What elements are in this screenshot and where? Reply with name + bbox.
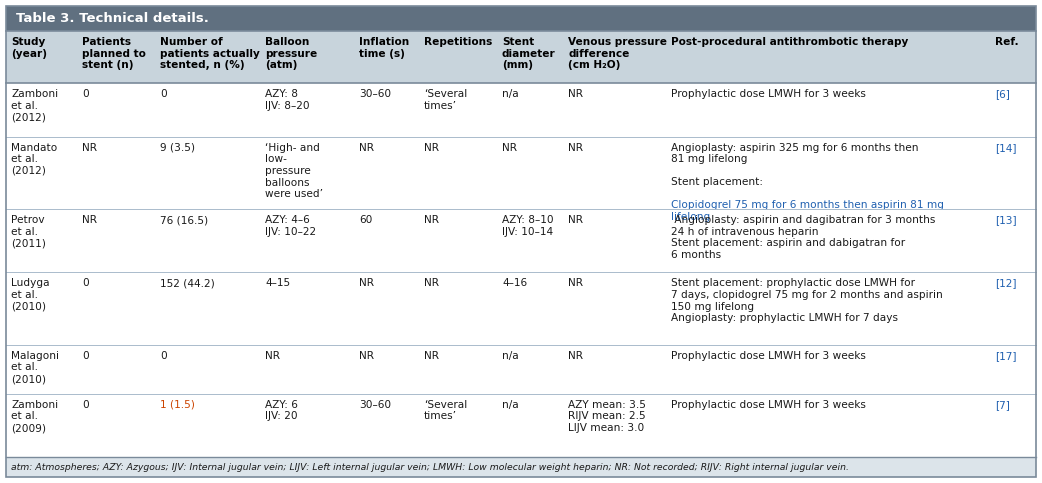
Text: NR: NR (568, 351, 584, 361)
Text: Stent placement:: Stent placement: (671, 177, 764, 187)
Text: Mandato
et al.
(2012): Mandato et al. (2012) (11, 143, 57, 176)
Text: Patients
planned to
stent (n): Patients planned to stent (n) (82, 37, 146, 70)
Bar (6, 457, 1036, 477)
Text: 152 (44.2): 152 (44.2) (159, 278, 215, 288)
Text: 0: 0 (82, 89, 89, 99)
Text: n/a: n/a (502, 351, 519, 361)
Text: 0: 0 (82, 351, 89, 361)
Bar (6, 209, 1036, 272)
Text: [7]: [7] (995, 400, 1010, 410)
Text: 30–60: 30–60 (358, 400, 391, 410)
Text: 4–15: 4–15 (265, 278, 290, 288)
Text: AZY: 6
IJV: 20: AZY: 6 IJV: 20 (265, 400, 298, 422)
Text: NR: NR (424, 278, 440, 288)
Bar (6, 6, 1036, 31)
Text: NR: NR (502, 143, 517, 153)
Bar (6, 272, 1036, 345)
Text: Study
(year): Study (year) (11, 37, 47, 58)
Text: 1 (1.5): 1 (1.5) (159, 400, 195, 410)
Text: AZY mean: 3.5
RIJV mean: 2.5
LIJV mean: 3.0: AZY mean: 3.5 RIJV mean: 2.5 LIJV mean: … (568, 400, 646, 433)
Bar (6, 345, 1036, 394)
Text: [6]: [6] (995, 89, 1010, 99)
Text: 76 (16.5): 76 (16.5) (159, 215, 208, 225)
Text: AZY: 8–10
IJV: 10–14: AZY: 8–10 IJV: 10–14 (502, 215, 553, 237)
Text: Number of
patients actually
stented, n (%): Number of patients actually stented, n (… (159, 37, 259, 70)
Text: NR: NR (265, 351, 280, 361)
Text: NR: NR (358, 143, 374, 153)
Text: 4–16: 4–16 (502, 278, 527, 288)
Text: 0: 0 (159, 89, 167, 99)
Text: NR: NR (568, 215, 584, 225)
Text: ‘Several
times’: ‘Several times’ (424, 400, 468, 422)
Bar (6, 31, 1036, 83)
Text: NR: NR (82, 143, 97, 153)
Text: Inflation
time (s): Inflation time (s) (358, 37, 410, 58)
Text: 9 (3.5): 9 (3.5) (159, 143, 195, 153)
Text: 81 mg lifelong: 81 mg lifelong (671, 154, 748, 164)
Text: Table 3. Technical details.: Table 3. Technical details. (16, 12, 208, 25)
Text: Petrov
et al.
(2011): Petrov et al. (2011) (11, 215, 46, 248)
Text: atm: Atmospheres; AZY: Azygous; IJV: Internal jugular vein; LIJV: Left internal : atm: Atmospheres; AZY: Azygous; IJV: Int… (11, 463, 849, 471)
Text: Ludyga
et al.
(2010): Ludyga et al. (2010) (11, 278, 50, 312)
Text: AZY: 8
IJV: 8–20: AZY: 8 IJV: 8–20 (265, 89, 309, 111)
Text: NR: NR (424, 215, 440, 225)
Text: NR: NR (568, 89, 584, 99)
Text: Malagoni
et al.
(2010): Malagoni et al. (2010) (11, 351, 59, 384)
Bar (6, 394, 1036, 457)
Text: Angioplasty: aspirin 325 mg for 6 months then: Angioplasty: aspirin 325 mg for 6 months… (671, 143, 919, 153)
Text: NR: NR (82, 215, 97, 225)
Text: [14]: [14] (995, 143, 1017, 153)
Text: Stent placement: prophylactic dose LMWH for
7 days, clopidogrel 75 mg for 2 mont: Stent placement: prophylactic dose LMWH … (671, 278, 943, 323)
Text: ‘Several
times’: ‘Several times’ (424, 89, 468, 111)
Text: AZY: 4–6
IJV: 10–22: AZY: 4–6 IJV: 10–22 (265, 215, 316, 237)
Text: Balloon
pressure
(atm): Balloon pressure (atm) (265, 37, 318, 70)
Text: [13]: [13] (995, 215, 1017, 225)
Text: Clopidogrel 75 mg for 6 months then aspirin 81 mg: Clopidogrel 75 mg for 6 months then aspi… (671, 200, 944, 210)
Text: NR: NR (424, 143, 440, 153)
Bar (6, 83, 1036, 137)
Text: lifelong: lifelong (671, 212, 711, 222)
Text: n/a: n/a (502, 89, 519, 99)
Text: Repetitions: Repetitions (424, 37, 493, 47)
Text: n/a: n/a (502, 400, 519, 410)
Text: Prophylactic dose LMWH for 3 weeks: Prophylactic dose LMWH for 3 weeks (671, 89, 866, 99)
Text: Stent
diameter
(mm): Stent diameter (mm) (502, 37, 555, 70)
Text: NR: NR (568, 278, 584, 288)
Text: Post-procedural antithrombotic therapy: Post-procedural antithrombotic therapy (671, 37, 909, 47)
Text: Prophylactic dose LMWH for 3 weeks: Prophylactic dose LMWH for 3 weeks (671, 400, 866, 410)
Text: [12]: [12] (995, 278, 1017, 288)
Text: Prophylactic dose LMWH for 3 weeks: Prophylactic dose LMWH for 3 weeks (671, 351, 866, 361)
Text: ‘High- and
low-
pressure
balloons
were used’: ‘High- and low- pressure balloons were u… (265, 143, 323, 199)
Text: 0: 0 (82, 278, 89, 288)
Text: NR: NR (424, 351, 440, 361)
Text: 30–60: 30–60 (358, 89, 391, 99)
Text: 60: 60 (358, 215, 372, 225)
Text: NR: NR (358, 351, 374, 361)
Text: NR: NR (358, 278, 374, 288)
Text: [17]: [17] (995, 351, 1017, 361)
Text: Ref.: Ref. (995, 37, 1019, 47)
Text: Angioplasty: aspirin and dagibatran for 3 months
24 h of intravenous heparin
Ste: Angioplasty: aspirin and dagibatran for … (671, 215, 936, 260)
Text: Zamboni
et al.
(2009): Zamboni et al. (2009) (11, 400, 58, 433)
Text: NR: NR (568, 143, 584, 153)
Bar (6, 137, 1036, 209)
Text: Venous pressure
difference
(cm H₂O): Venous pressure difference (cm H₂O) (568, 37, 667, 70)
Text: 0: 0 (82, 400, 89, 410)
Text: Zamboni
et al.
(2012): Zamboni et al. (2012) (11, 89, 58, 122)
Text: 0: 0 (159, 351, 167, 361)
